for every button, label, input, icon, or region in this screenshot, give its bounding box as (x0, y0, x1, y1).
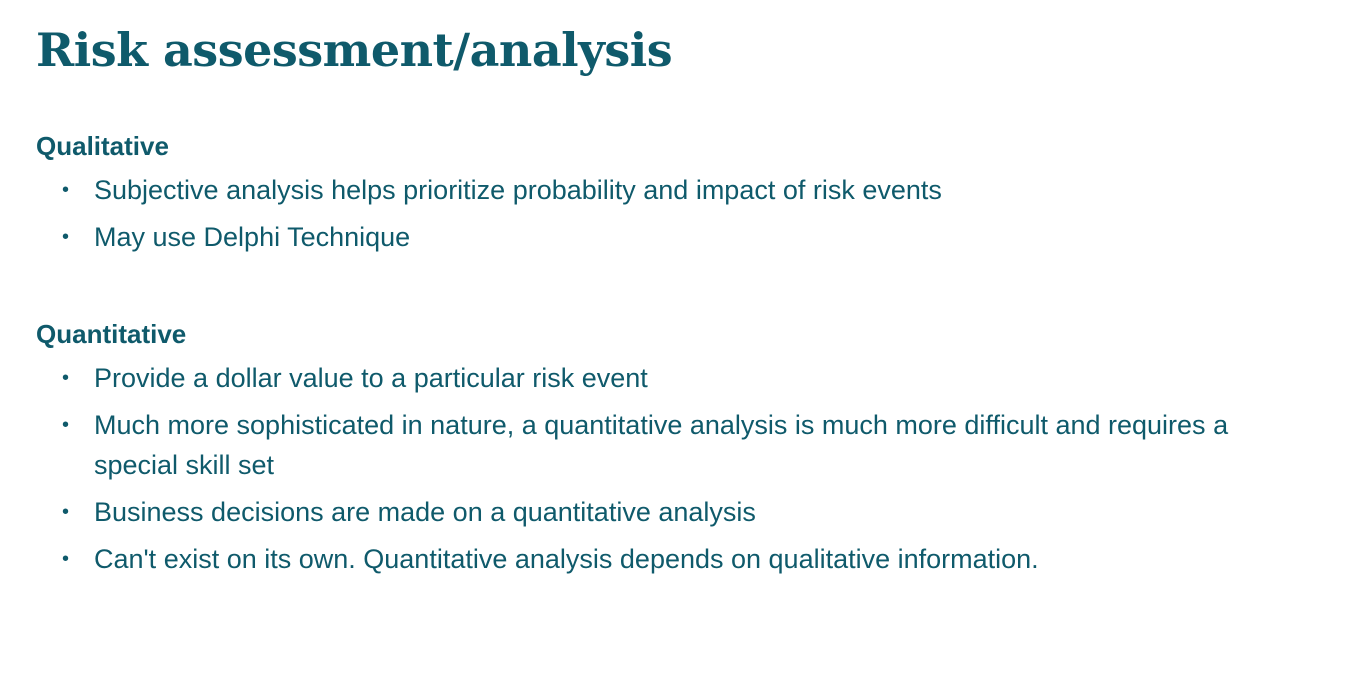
bullet-dot-icon: • (62, 226, 70, 248)
bullet-item: • Business decisions are made on a quant… (36, 492, 1294, 532)
bullet-text: Business decisions are made on a quantit… (94, 497, 756, 527)
section-qualitative: Qualitative • Subjective analysis helps … (36, 128, 1336, 264)
section-quantitative: Quantitative • Provide a dollar value to… (36, 316, 1336, 586)
section-heading-quantitative: Quantitative (36, 319, 187, 349)
bullet-text: May use Delphi Technique (94, 222, 411, 252)
bullet-text: Can't exist on its own. Quantitative ana… (94, 544, 1039, 574)
bullet-dot-icon: • (62, 414, 70, 436)
bullet-dot-icon: • (62, 501, 70, 523)
bullet-item: • May use Delphi Technique (36, 217, 1294, 257)
bullet-item: • Provide a dollar value to a particular… (36, 358, 1294, 398)
bullet-text: Subjective analysis helps prioritize pro… (94, 175, 942, 205)
bullet-dot-icon: • (62, 367, 70, 389)
bullet-item: • Subjective analysis helps prioritize p… (36, 170, 1294, 210)
bullet-text: Much more sophisticated in nature, a qua… (94, 410, 1229, 480)
bullet-dot-icon: • (62, 179, 70, 201)
slide-title: Risk assessment/analysis (36, 23, 673, 77)
section-heading-qualitative: Qualitative (36, 131, 169, 161)
bullet-list-qualitative: • Subjective analysis helps prioritize p… (36, 170, 1336, 257)
bullet-dot-icon: • (62, 548, 70, 570)
bullet-text: Provide a dollar value to a particular r… (94, 363, 648, 393)
bullet-item: • Much more sophisticated in nature, a q… (36, 405, 1294, 485)
bullet-list-quantitative: • Provide a dollar value to a particular… (36, 358, 1336, 579)
bullet-item: • Can't exist on its own. Quantitative a… (36, 539, 1294, 579)
